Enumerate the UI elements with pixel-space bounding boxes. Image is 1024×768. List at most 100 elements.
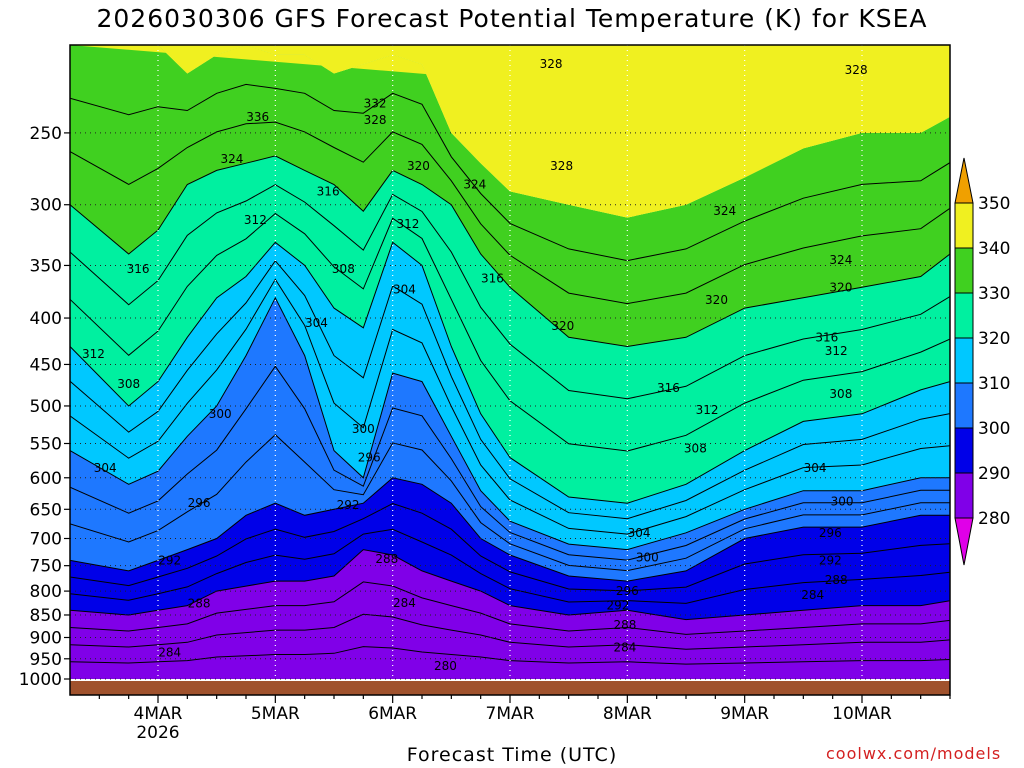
y-tick-label: 800 bbox=[30, 582, 62, 602]
isentrope-line bbox=[70, 155, 950, 348]
contour-label: 288 bbox=[375, 552, 398, 566]
x-tick-label: 9MAR bbox=[720, 704, 769, 724]
y-tick-label: 1000 bbox=[19, 670, 62, 690]
isentrope-line bbox=[70, 121, 950, 305]
theta-band-280 bbox=[70, 549, 950, 679]
contour-label: 304 bbox=[305, 316, 328, 330]
contour-label: 280 bbox=[434, 659, 457, 673]
isentrope-line bbox=[70, 259, 950, 520]
potential-temperature-bands bbox=[70, 45, 950, 679]
y-tick-label: 550 bbox=[30, 434, 62, 454]
isentrope-line bbox=[70, 646, 950, 665]
contour-label: 292 bbox=[337, 498, 360, 512]
contour-label: 316 bbox=[815, 330, 838, 344]
colorbar-label: 290 bbox=[978, 464, 1010, 484]
contour-label: 304 bbox=[804, 461, 827, 475]
contour-label: 332 bbox=[364, 96, 387, 110]
isentrope-line bbox=[70, 502, 950, 592]
x-tick-sublabel: 2026 bbox=[136, 723, 179, 743]
colorbar-label: 340 bbox=[978, 239, 1010, 259]
contour-label: 304 bbox=[393, 282, 416, 296]
theta-band-300 bbox=[70, 297, 950, 582]
contour-label: 320 bbox=[407, 159, 430, 173]
y-tick-label: 750 bbox=[30, 557, 62, 577]
contour-label: 292 bbox=[158, 553, 181, 567]
x-tick-label: 8MAR bbox=[603, 704, 652, 724]
y-tick-label: 850 bbox=[30, 606, 62, 626]
theta-band-310 bbox=[70, 242, 950, 550]
y-tick-label: 950 bbox=[30, 650, 62, 670]
y-tick-label: 700 bbox=[30, 529, 62, 549]
isentrope-line bbox=[70, 241, 950, 504]
contour-label: 284 bbox=[801, 588, 824, 602]
isentrope-line bbox=[70, 296, 950, 551]
theta-band-290 bbox=[70, 477, 950, 620]
colorbar-segment bbox=[954, 247, 974, 294]
isentrope-line bbox=[70, 528, 950, 604]
contour-label: 292 bbox=[819, 553, 842, 567]
colorbar-segment bbox=[954, 382, 974, 429]
contour-label: 284 bbox=[614, 640, 637, 654]
contour-label: 336 bbox=[246, 110, 269, 124]
contour-label: 308 bbox=[117, 377, 140, 391]
contour-label: 316 bbox=[657, 381, 680, 395]
grid-lines bbox=[70, 45, 950, 695]
isentrope-line bbox=[70, 434, 950, 572]
credit-link[interactable]: coolwx.com/models bbox=[826, 744, 1002, 763]
contour-label: 324 bbox=[463, 178, 486, 192]
contour-label: 324 bbox=[829, 253, 852, 267]
contour-labels: 332 328 336 328 328 328 324 320 324 316 324 312 312 3… bbox=[82, 57, 868, 673]
x-tick-label: 4MAR bbox=[134, 704, 183, 724]
contour-label: 328 bbox=[845, 63, 868, 77]
contour-label: 328 bbox=[364, 113, 387, 127]
contour-label: 316 bbox=[481, 272, 504, 286]
contour-label: 296 bbox=[188, 496, 211, 510]
isentrope-line bbox=[70, 278, 950, 535]
y-tick-label: 250 bbox=[30, 124, 62, 144]
ground-bar bbox=[70, 681, 950, 695]
x-axis-title: Forecast Time (UTC) bbox=[406, 744, 618, 766]
colorbar-extend-bottom bbox=[954, 517, 974, 566]
isentrope-line bbox=[70, 212, 950, 452]
contour-label: 288 bbox=[825, 573, 848, 587]
contour-label: 324 bbox=[220, 152, 243, 166]
colorbar-label: 350 bbox=[978, 194, 1010, 214]
colorbar-segment bbox=[954, 337, 974, 384]
isentrope-line bbox=[70, 184, 950, 400]
isentrope-line bbox=[70, 549, 950, 621]
contour-label: 320 bbox=[705, 293, 728, 307]
contour-label: 296 bbox=[616, 584, 639, 598]
colorbar-segment bbox=[954, 292, 974, 339]
colorbar-segment bbox=[954, 202, 974, 249]
isentrope-line bbox=[70, 83, 950, 262]
y-axis: 2503003504004505005506006507007508008509… bbox=[19, 124, 70, 690]
colorbar-label: 300 bbox=[978, 419, 1010, 439]
isentrope-line bbox=[70, 365, 950, 561]
contour-label: 300 bbox=[636, 551, 659, 565]
contour-label: 312 bbox=[696, 403, 719, 417]
y-tick-label: 300 bbox=[30, 196, 62, 216]
contour-label: 316 bbox=[317, 184, 340, 198]
isentrope-line bbox=[70, 613, 950, 650]
x-tick-label: 10MAR bbox=[832, 704, 892, 724]
x-tick-label: 7MAR bbox=[486, 704, 535, 724]
chart-title: 2026030306 GFS Forecast Potential Temper… bbox=[96, 4, 928, 33]
contour-label: 308 bbox=[684, 441, 707, 455]
isentrope-line bbox=[70, 477, 950, 582]
colorbar-label: 330 bbox=[978, 284, 1010, 304]
contour-label: 316 bbox=[127, 262, 150, 276]
contour-label: 304 bbox=[628, 526, 651, 540]
colorbar-segment bbox=[954, 472, 974, 519]
x-tick-label: 6MAR bbox=[368, 704, 417, 724]
contour-label: 296 bbox=[358, 451, 381, 465]
contour-label: 292 bbox=[606, 599, 629, 613]
y-tick-label: 450 bbox=[30, 355, 62, 375]
contour-label: 328 bbox=[550, 159, 573, 173]
contour-label: 296 bbox=[819, 526, 842, 540]
contour-label: 324 bbox=[713, 204, 736, 218]
isentrope-lines bbox=[70, 83, 950, 665]
contour-label: 328 bbox=[540, 57, 563, 71]
contour-label: 312 bbox=[396, 217, 419, 231]
